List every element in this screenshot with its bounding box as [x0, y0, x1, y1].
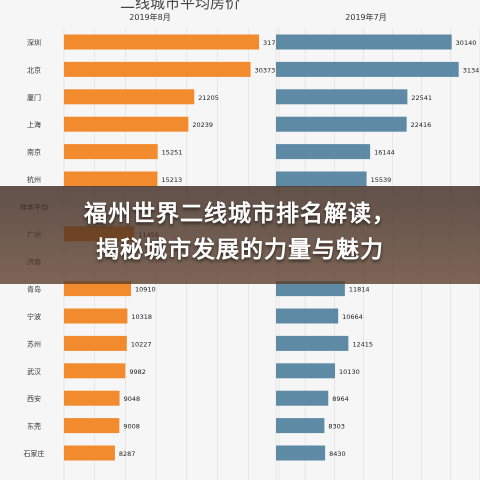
bar [64, 144, 158, 160]
bar [276, 281, 345, 297]
category-label: 东莞 [27, 422, 41, 431]
bars: 深圳 31754 30140 北京 30373 31347 厦门 21205 22541 上海 20… [20, 34, 480, 461]
data-label: 10130 [339, 368, 360, 376]
category-label: 北京 [27, 65, 41, 74]
title-overlay-band [0, 186, 480, 284]
bar [64, 418, 120, 434]
data-label: 8303 [328, 423, 345, 431]
bar [276, 445, 326, 461]
category-label: 西安 [27, 394, 41, 403]
bar [64, 308, 128, 324]
bar [276, 89, 408, 105]
category-label: 深圳 [27, 38, 41, 47]
bar [276, 34, 452, 50]
data-label: 10318 [131, 313, 152, 321]
data-label: 22541 [411, 94, 432, 102]
category-label: 青岛 [27, 285, 41, 294]
bar [276, 171, 367, 187]
bar [64, 281, 132, 297]
category-label: 石家庄 [24, 449, 45, 458]
bar [64, 34, 260, 50]
data-label: 8287 [119, 450, 136, 458]
bar [276, 335, 349, 351]
data-label: 10227 [131, 340, 152, 348]
data-label: 20239 [192, 121, 213, 129]
data-label: 22416 [411, 121, 432, 129]
data-label: 9008 [123, 423, 140, 431]
data-label: 11814 [349, 286, 370, 294]
chart-title: 二线城市平均房价 [120, 0, 240, 12]
data-label: 9982 [129, 368, 146, 376]
bar [64, 390, 120, 406]
data-label: 15213 [161, 176, 182, 184]
overlay-title-line2: 揭秘城市发展的力量与魅力 [96, 237, 384, 263]
bar [276, 308, 339, 324]
data-label: 15539 [371, 176, 392, 184]
bar [276, 418, 325, 434]
data-label: 9048 [124, 395, 141, 403]
data-label: 12415 [352, 340, 373, 348]
data-label: 21205 [198, 94, 219, 102]
series-label-right: 2019年7月 [345, 12, 386, 22]
bar [64, 61, 251, 77]
overlay-title-line1: 福州世界二线城市排名解读， [84, 201, 396, 227]
category-label: 武汉 [27, 367, 41, 376]
data-label: 10910 [135, 286, 156, 294]
data-label: 30140 [456, 39, 477, 47]
data-label: 16144 [374, 149, 395, 157]
category-label: 南京 [27, 148, 41, 157]
data-label: 8964 [332, 395, 349, 403]
data-label: 30373 [255, 66, 276, 74]
category-label: 宁波 [27, 312, 41, 321]
data-label: 31754 [263, 39, 284, 47]
category-label: 苏州 [27, 339, 41, 348]
data-label: 31347 [463, 66, 480, 74]
bar [276, 61, 459, 77]
bar [64, 89, 195, 105]
bar [64, 335, 127, 351]
category-label: 厦门 [27, 93, 41, 102]
data-label: 10664 [342, 313, 363, 321]
category-label: 杭州 [27, 175, 41, 184]
overlay-title: 福州世界二线城市排名解读， 揭秘城市发展的力量与魅力 [0, 196, 480, 268]
data-label: 8430 [329, 450, 346, 458]
bar [276, 144, 371, 160]
category-label: 上海 [27, 120, 41, 129]
bar [276, 390, 329, 406]
bar [64, 363, 126, 379]
series-label-left: 2019年8月 [129, 12, 170, 22]
bar [64, 116, 189, 132]
bar [276, 363, 336, 379]
data-label: 15251 [162, 149, 183, 157]
bar [276, 116, 407, 132]
bar [64, 445, 115, 461]
bar [64, 171, 158, 187]
